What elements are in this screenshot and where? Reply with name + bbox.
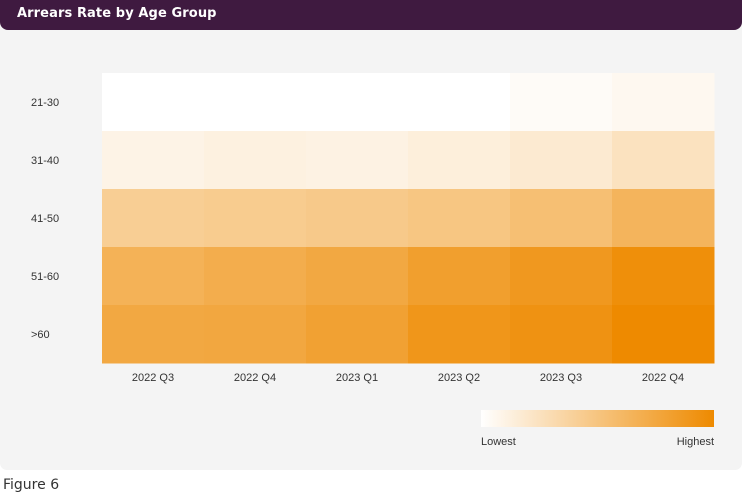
- x-tick-label: 2022 Q4: [234, 372, 276, 384]
- chart-title: Arrears Rate by Age Group: [17, 6, 217, 21]
- heatmap-cell: [510, 73, 613, 132]
- colorbar: [481, 410, 714, 427]
- heatmap-cell: [612, 247, 715, 306]
- heatmap-cell: [204, 73, 307, 132]
- heatmap-cell: [204, 189, 307, 248]
- y-tick-label: 31-40: [31, 155, 59, 167]
- colorbar-high-label: Highest: [677, 436, 714, 448]
- heatmap-cell: [408, 247, 511, 306]
- heatmap-cell: [306, 73, 409, 132]
- heatmap-cell: [510, 247, 613, 306]
- heatmap-cell: [102, 189, 205, 248]
- heatmap-cell: [510, 305, 613, 364]
- x-tick-label: 2022 Q3: [132, 372, 174, 384]
- heatmap-cell: [408, 189, 511, 248]
- heatmap-cell: [306, 189, 409, 248]
- heatmap-cell: [408, 73, 511, 132]
- y-tick-label: 41-50: [31, 213, 59, 225]
- x-tick-label: 2023 Q1: [336, 372, 378, 384]
- y-tick-label: 51-60: [31, 271, 59, 283]
- heatmap-cell: [612, 131, 715, 190]
- title-bar: Arrears Rate by Age Group: [0, 0, 742, 30]
- heatmap-cell: [102, 73, 205, 132]
- heatmap-cell: [306, 131, 409, 190]
- heatmap-cell: [510, 131, 613, 190]
- x-tick-label: 2023 Q3: [540, 372, 582, 384]
- heatmap-cell: [204, 131, 307, 190]
- y-tick-label: 21-30: [31, 97, 59, 109]
- x-tick-label: 2022 Q4: [642, 372, 684, 384]
- figure-caption: Figure 6: [3, 477, 60, 493]
- heatmap-cell: [612, 73, 715, 132]
- heatmap-cell: [612, 189, 715, 248]
- heatmap-cell: [102, 247, 205, 306]
- heatmap-cell: [102, 305, 205, 364]
- heatmap-cell: [408, 305, 511, 364]
- x-tick-label: 2023 Q2: [438, 372, 480, 384]
- heatmap-cell: [306, 247, 409, 306]
- chart-card: Arrears Rate by Age Group 21-30 31-40 41-5…: [0, 0, 742, 470]
- heatmap-cell: [408, 131, 511, 190]
- heatmap-cell: [306, 305, 409, 364]
- heatmap-cell: [510, 189, 613, 248]
- colorbar-low-label: Lowest: [481, 436, 516, 448]
- y-tick-label: >60: [31, 329, 50, 341]
- heatmap-cell: [204, 247, 307, 306]
- heatmap-cell: [204, 305, 307, 364]
- heatmap-cell: [612, 305, 715, 364]
- heatmap-cell: [102, 131, 205, 190]
- heatmap-chart: 21-30 31-40 41-50 51-60 >60 2022 Q3 2022 Q4 20…: [31, 73, 715, 448]
